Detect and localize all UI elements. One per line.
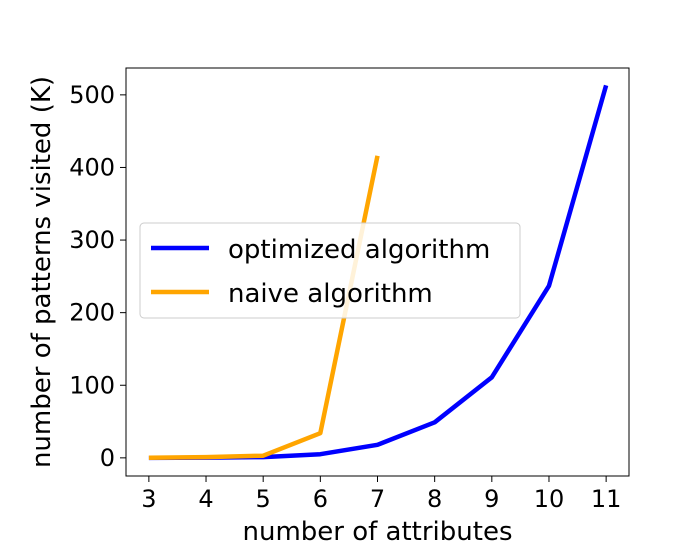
- y-tick-label: 300: [69, 226, 115, 254]
- x-tick-label: 4: [198, 485, 213, 513]
- x-axis-label: number of attributes: [242, 517, 512, 547]
- legend: optimized algorithm naive algorithm: [139, 222, 521, 319]
- legend-label-optimized: optimized algorithm: [228, 235, 490, 265]
- y-axis-label: number of patterns visited (K): [27, 76, 57, 468]
- x-tick-label: 8: [427, 485, 442, 513]
- legend-label-naive: naive algorithm: [228, 279, 433, 309]
- x-tick-label: 9: [484, 485, 499, 513]
- series-line-naive: [148, 155, 380, 460]
- y-tick-label: 500: [69, 81, 115, 109]
- series-layer: [148, 84, 609, 461]
- y-tick-label: 100: [69, 371, 115, 399]
- y-axis-ticks: 0 100 200 300 400 500: [69, 81, 126, 472]
- x-tick-label: 3: [141, 485, 156, 513]
- y-tick-label: 400: [69, 153, 115, 181]
- y-tick-label: 200: [69, 299, 115, 327]
- y-tick-label: 0: [100, 444, 115, 472]
- x-tick-label: 6: [313, 485, 328, 513]
- legend-box: [139, 222, 521, 319]
- x-axis-ticks: 3 4 5 6 7 8 9 10 11: [141, 476, 621, 513]
- x-tick-label: 7: [370, 485, 385, 513]
- x-tick-label: 10: [534, 485, 565, 513]
- x-tick-label: 5: [256, 485, 271, 513]
- x-tick-label: 11: [591, 485, 622, 513]
